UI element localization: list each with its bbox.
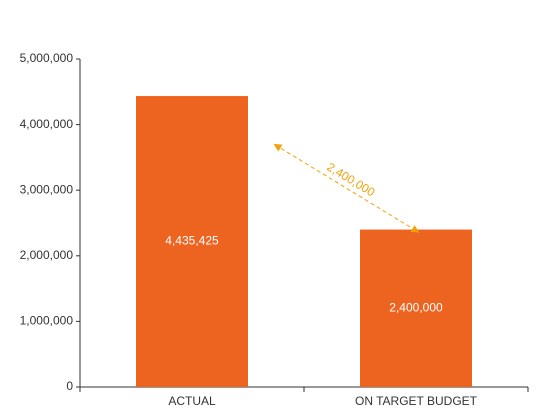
annotation-arrow bbox=[273, 143, 420, 233]
data-label: 4,435,425 bbox=[165, 234, 219, 248]
y-tick-label: 5,000,000 bbox=[20, 51, 74, 65]
bar bbox=[360, 229, 472, 387]
annotation-label: 2,400,000 bbox=[324, 160, 377, 200]
y-tick-label: 4,000,000 bbox=[20, 117, 74, 131]
y-tick-label: 2,000,000 bbox=[20, 248, 74, 262]
y-tick-label: 0 bbox=[66, 379, 73, 393]
x-tick-label: ACTUAL bbox=[168, 394, 216, 408]
bar bbox=[136, 96, 248, 387]
y-tick-label: 3,000,000 bbox=[20, 182, 74, 196]
data-label: 2,400,000 bbox=[389, 300, 443, 314]
x-tick-label: ON TARGET BUDGET bbox=[355, 394, 478, 408]
y-tick-label: 1,000,000 bbox=[20, 314, 74, 328]
